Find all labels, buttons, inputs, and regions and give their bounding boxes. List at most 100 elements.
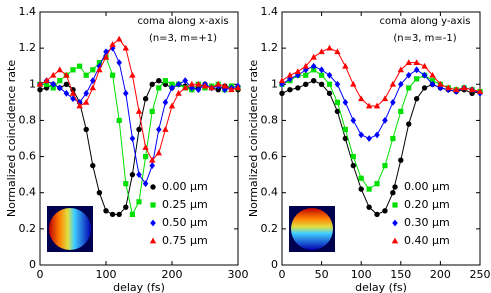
marker	[96, 66, 103, 73]
marker	[318, 48, 325, 55]
marker	[149, 108, 155, 114]
marker	[350, 117, 357, 124]
marker	[278, 77, 286, 84]
legend-label: 0.25 µm	[162, 198, 208, 211]
marker	[366, 135, 372, 142]
marker	[374, 131, 380, 139]
x-tick-label: 100	[96, 268, 117, 281]
x-tick-label: 200	[430, 268, 451, 281]
marker	[189, 84, 195, 92]
marker	[50, 85, 56, 91]
marker	[63, 71, 70, 78]
marker	[83, 98, 90, 105]
marker	[36, 80, 44, 87]
marker	[109, 211, 116, 218]
marker	[366, 204, 372, 210]
legend-marker	[150, 219, 156, 227]
marker	[37, 87, 43, 93]
y-tick-label: 1.4	[19, 5, 37, 18]
y-tick-label: 0.6	[261, 150, 279, 163]
marker	[96, 190, 103, 196]
legend-marker	[392, 184, 398, 190]
legend-label: 0.20 µm	[404, 198, 450, 211]
marker	[110, 72, 116, 78]
marker	[445, 84, 452, 91]
legend-label: 0.40 µm	[404, 234, 450, 247]
marker	[302, 62, 309, 69]
marker	[476, 88, 484, 94]
y-tick-label: 0.8	[19, 113, 37, 126]
marker	[129, 171, 136, 178]
marker	[358, 131, 364, 139]
marker	[326, 71, 333, 79]
marker	[123, 181, 129, 187]
marker	[136, 171, 142, 179]
marker	[169, 81, 175, 87]
marker	[83, 72, 89, 78]
y-tick-label: 1.2	[261, 41, 279, 54]
marker	[44, 81, 50, 87]
marker	[374, 181, 380, 187]
marker	[215, 87, 221, 93]
marker	[116, 211, 122, 218]
y-tick-label: 1	[29, 77, 36, 90]
marker	[429, 71, 436, 78]
marker	[405, 71, 412, 79]
marker	[414, 76, 420, 82]
marker	[149, 81, 155, 87]
x-tick-label: 0	[279, 268, 286, 281]
legend-marker	[149, 237, 157, 244]
marker	[142, 96, 149, 102]
legend-label: 0.75 µm	[162, 234, 208, 247]
marker	[468, 86, 476, 93]
chart-title: coma along x-axis	[137, 16, 228, 27]
marker	[149, 162, 155, 170]
marker	[318, 81, 325, 87]
marker	[208, 84, 215, 91]
marker	[221, 82, 228, 89]
legend-label: 0.30 µm	[404, 216, 450, 229]
marker	[168, 102, 176, 109]
y-tick-label: 0	[29, 258, 36, 271]
marker	[188, 80, 195, 87]
legend-marker	[391, 237, 399, 244]
marker	[437, 84, 444, 92]
marker	[406, 121, 412, 127]
marker	[50, 71, 57, 78]
marker	[397, 66, 404, 73]
legend-marker	[150, 202, 156, 208]
marker	[222, 86, 228, 94]
marker	[366, 186, 372, 192]
marker	[342, 126, 348, 133]
marker	[90, 162, 96, 169]
marker	[90, 67, 96, 73]
marker	[286, 71, 294, 78]
fit-line	[281, 47, 481, 107]
marker	[136, 126, 142, 133]
marker	[56, 66, 63, 73]
marker	[182, 84, 189, 91]
y-tick-label: 0.4	[261, 186, 279, 199]
marker	[334, 99, 341, 105]
marker	[156, 126, 162, 133]
marker	[302, 66, 309, 74]
marker	[319, 72, 325, 78]
marker	[182, 77, 188, 85]
marker	[69, 89, 77, 96]
marker	[373, 102, 381, 109]
marker	[334, 80, 341, 88]
legend-marker	[150, 184, 156, 190]
marker	[103, 208, 109, 214]
marker	[303, 81, 309, 87]
marker	[116, 117, 122, 124]
marker	[295, 85, 301, 91]
marker	[350, 162, 356, 169]
legend-label: 0.50 µm	[162, 216, 208, 229]
marker	[406, 85, 412, 91]
x-tick-label: 0	[37, 268, 44, 281]
marker	[311, 67, 317, 73]
marker	[421, 71, 428, 79]
marker	[429, 80, 436, 88]
marker	[310, 53, 317, 60]
